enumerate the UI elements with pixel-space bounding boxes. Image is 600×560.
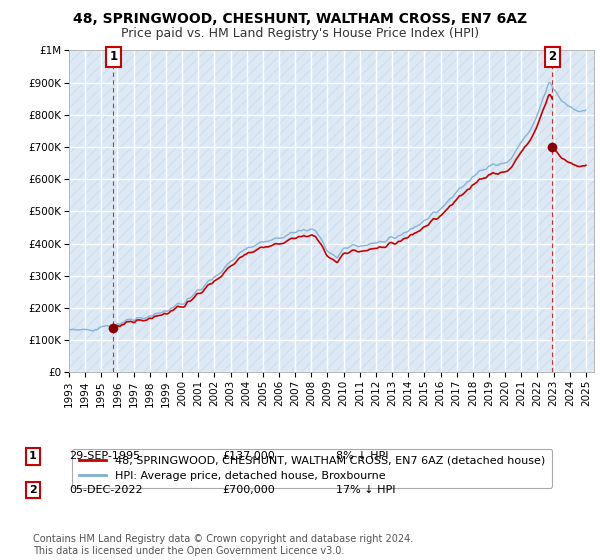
Text: 05-DEC-2022: 05-DEC-2022 — [69, 485, 143, 495]
Text: 17% ↓ HPI: 17% ↓ HPI — [336, 485, 395, 495]
Text: £700,000: £700,000 — [222, 485, 275, 495]
Text: 29-SEP-1995: 29-SEP-1995 — [69, 451, 140, 461]
Text: 1: 1 — [29, 451, 37, 461]
Text: 1: 1 — [109, 50, 118, 63]
Text: Contains HM Land Registry data © Crown copyright and database right 2024.
This d: Contains HM Land Registry data © Crown c… — [33, 534, 413, 556]
Legend: 48, SPRINGWOOD, CHESHUNT, WALTHAM CROSS, EN7 6AZ (detached house), HPI: Average : 48, SPRINGWOOD, CHESHUNT, WALTHAM CROSS,… — [72, 449, 552, 488]
Text: 8% ↓ HPI: 8% ↓ HPI — [336, 451, 389, 461]
Text: 2: 2 — [548, 50, 556, 63]
Text: 48, SPRINGWOOD, CHESHUNT, WALTHAM CROSS, EN7 6AZ: 48, SPRINGWOOD, CHESHUNT, WALTHAM CROSS,… — [73, 12, 527, 26]
Text: Price paid vs. HM Land Registry's House Price Index (HPI): Price paid vs. HM Land Registry's House … — [121, 27, 479, 40]
Text: £137,000: £137,000 — [222, 451, 275, 461]
Text: 2: 2 — [29, 485, 37, 495]
